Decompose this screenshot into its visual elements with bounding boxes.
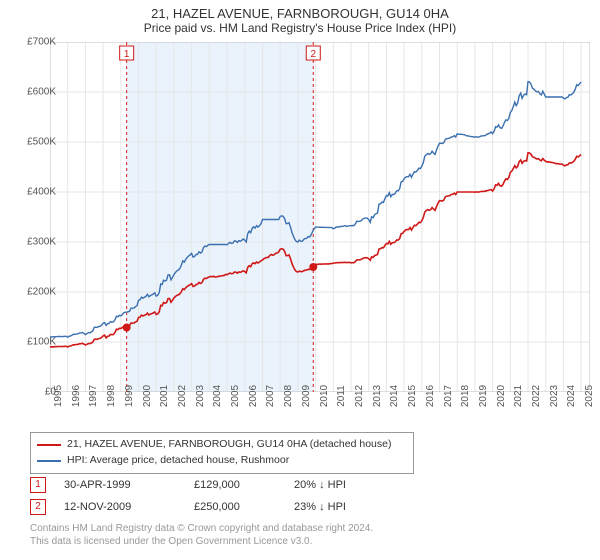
transaction-price: £129,000 [194,479,294,491]
transaction-date: 30-APR-1999 [64,479,194,491]
legend-label: HPI: Average price, detached house, Rush… [67,453,289,469]
footnote-line: Contains HM Land Registry data © Crown c… [30,522,373,535]
svg-text:2: 2 [310,49,316,60]
legend-label: 21, HAZEL AVENUE, FARNBOROUGH, GU14 0HA … [67,437,391,453]
transaction-marker-box: 1 [30,477,46,493]
page-subtitle: Price paid vs. HM Land Registry's House … [0,21,600,39]
table-row: 2 12-NOV-2009 £250,000 23% ↓ HPI [30,496,384,518]
page-title: 21, HAZEL AVENUE, FARNBOROUGH, GU14 0HA [0,0,600,21]
transaction-price: £250,000 [194,501,294,513]
legend-entry: 21, HAZEL AVENUE, FARNBOROUGH, GU14 0HA … [37,437,407,453]
table-row: 1 30-APR-1999 £129,000 20% ↓ HPI [30,474,384,496]
legend-entry: HPI: Average price, detached house, Rush… [37,453,407,469]
transaction-date: 12-NOV-2009 [64,501,194,513]
transactions-table: 1 30-APR-1999 £129,000 20% ↓ HPI 2 12-NO… [30,474,384,518]
footnote: Contains HM Land Registry data © Crown c… [30,522,373,548]
legend-swatch [37,444,61,446]
transaction-pct: 20% ↓ HPI [294,479,384,491]
legend-swatch [37,460,61,462]
footnote-line: This data is licensed under the Open Gov… [30,535,373,548]
transaction-marker-box: 2 [30,499,46,515]
legend: 21, HAZEL AVENUE, FARNBOROUGH, GU14 0HA … [30,432,414,474]
transaction-pct: 23% ↓ HPI [294,501,384,513]
svg-text:1: 1 [124,49,130,60]
price-chart: 12 [50,42,590,392]
